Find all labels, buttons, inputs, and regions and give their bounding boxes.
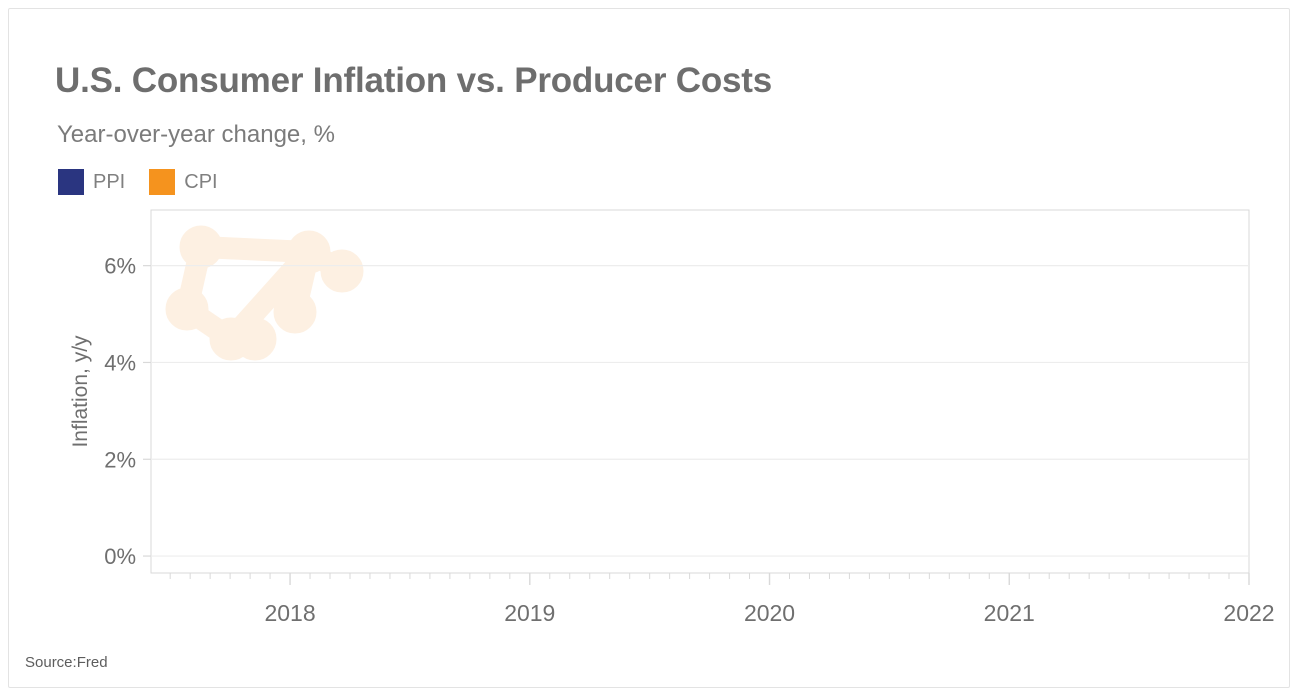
watermark-node [287,230,331,274]
plot-frame [150,209,1250,574]
y-tick-label: 4% [104,350,136,375]
legend-label-ppi: PPI [93,171,126,193]
page-title: U.S. Consumer Inflation vs. Producer Cos… [55,61,773,100]
x-tick-label: 2018 [264,600,315,626]
source-note: Source:Fred [25,654,108,671]
chart-legend: PPI CPI [58,169,218,195]
plot-area-container: 0% 2% 4% 6% Inflation, y/y 2018 2019 2020 2021 20… [9,9,1291,689]
y-axis-title: Inflation, y/y [69,335,92,448]
legend-item-ppi[interactable]: PPI [58,169,125,195]
legend-swatch-cpi [149,169,176,195]
legend-item-cpi[interactable]: CPI [149,169,218,195]
watermark-node [320,249,364,293]
watermark-node [233,317,277,361]
watermark-node [165,287,209,331]
x-tick-label: 2020 [744,600,795,626]
network-logo-watermark [165,225,364,361]
legend-label-cpi: CPI [184,171,218,193]
y-tick-label: 6% [104,254,136,279]
y-tick-label: 0% [104,544,136,569]
line-chart: 0% 2% 4% 6% Inflation, y/y 2018 2019 2020 2021 20… [69,209,1275,626]
x-tick-label: 2022 [1223,600,1274,626]
watermark-node [179,225,223,269]
x-tick-label: 2019 [504,600,555,626]
watermark-node [273,290,317,334]
chart-card: U.S. Consumer Inflation vs. Producer Cos… [8,8,1290,688]
legend-swatch-ppi [58,169,84,195]
chart-subtitle: Year-over-year change, % [57,121,335,148]
y-tick-label: 2% [104,447,136,472]
x-tick-label: 2021 [984,600,1035,626]
